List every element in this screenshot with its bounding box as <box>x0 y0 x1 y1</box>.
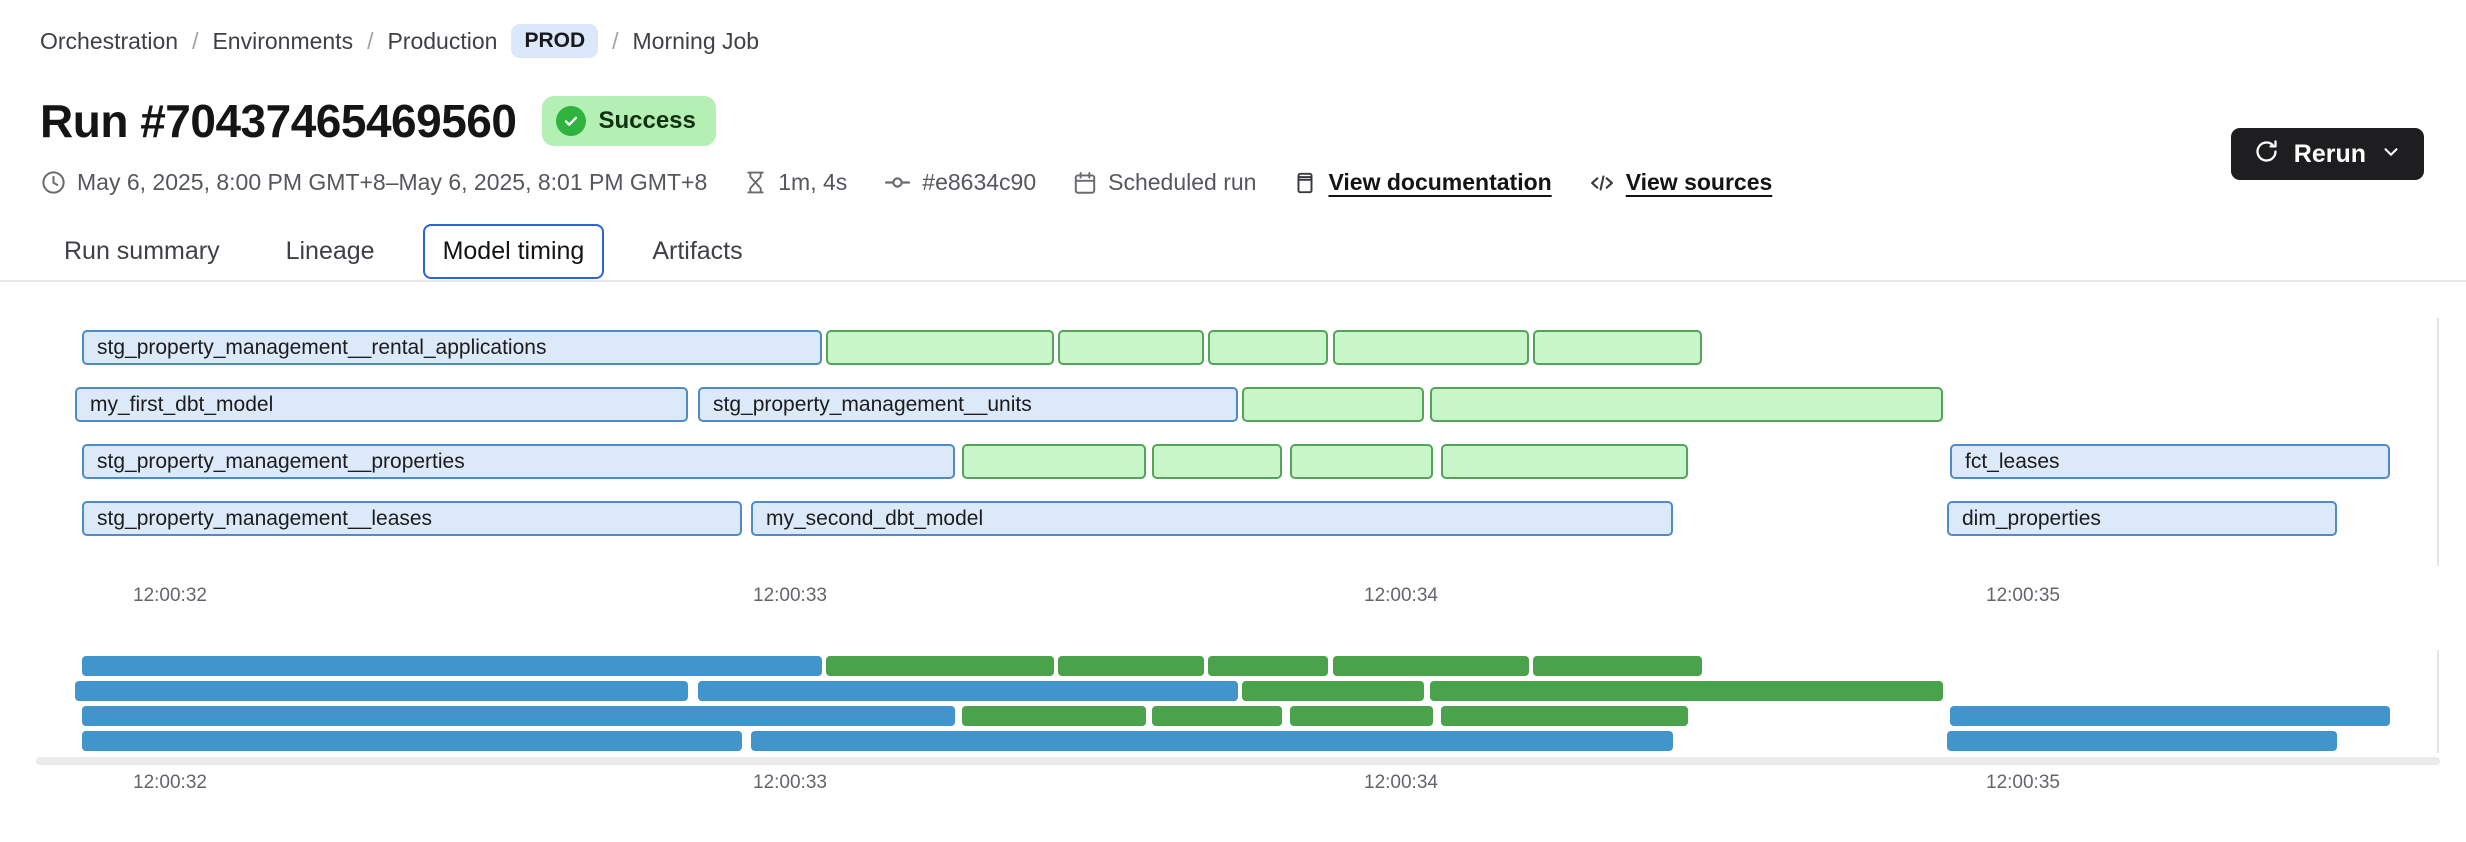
gantt-test-bar[interactable] <box>1208 656 1328 676</box>
commit-sha: #e8634c90 <box>883 168 1036 197</box>
gantt-test-bar[interactable] <box>1333 330 1529 365</box>
gantt-test-bar[interactable] <box>1430 681 1943 701</box>
view-sources-link[interactable]: View sources <box>1588 169 1772 197</box>
code-icon <box>1590 175 1613 190</box>
gantt-test-bar[interactable] <box>1152 444 1282 479</box>
gantt-model-bar-my_second_dbt_model[interactable] <box>751 731 1673 751</box>
gantt-model-bar-my_first_dbt_model[interactable]: my_first_dbt_model <box>75 387 688 422</box>
hourglass-icon <box>747 171 764 194</box>
time-axis-label: 12:00:35 <box>1986 772 2060 793</box>
prod-environment-badge: PROD <box>511 24 599 58</box>
gantt-test-bar[interactable] <box>1533 330 1702 365</box>
gantt-model-bar-stg_property_management__leases[interactable] <box>82 731 742 751</box>
breadcrumb-morning-job[interactable]: Morning Job <box>632 27 760 54</box>
gantt-model-bar-fct_leases[interactable]: fct_leases <box>1950 444 2390 479</box>
gantt-test-bar[interactable] <box>1242 387 1424 422</box>
tab-bar: Run summary Lineage Model timing Artifac… <box>0 222 2466 282</box>
page-title: Run #70437465469560 <box>40 95 517 147</box>
view-documentation-link[interactable]: View documentation <box>1292 169 1552 196</box>
breadcrumb-separator: / <box>192 27 199 54</box>
time-axis-label: 12:00:35 <box>1986 585 2060 606</box>
gantt-test-bar[interactable] <box>1290 706 1433 726</box>
success-check-icon <box>556 106 587 136</box>
chevron-down-icon[interactable] <box>2380 141 2402 168</box>
gantt-test-bar[interactable] <box>1333 656 1529 676</box>
gantt-model-bar-dim_properties[interactable]: dim_properties <box>1947 501 2337 536</box>
time-axis-label: 12:00:34 <box>1364 585 1438 606</box>
chart-right-edge-line <box>2437 318 2439 566</box>
gantt-bar-label: stg_property_management__properties <box>97 449 465 473</box>
title-row: Run #70437465469560 Success <box>40 94 716 148</box>
tab-model-timing[interactable]: Model timing <box>422 223 605 279</box>
gantt-test-bar[interactable] <box>1152 706 1282 726</box>
tab-artifacts[interactable]: Artifacts <box>652 236 743 265</box>
gantt-bar-label: my_first_dbt_model <box>90 392 274 416</box>
gantt-bar-label: my_second_dbt_model <box>766 506 984 530</box>
commit-icon <box>885 177 911 188</box>
time-axis-label: 12:00:33 <box>753 772 827 793</box>
gantt-model-bar-stg_property_management__leases[interactable]: stg_property_management__leases <box>82 501 742 536</box>
gantt-bar-label: stg_property_management__rental_applicat… <box>97 335 547 359</box>
gantt-test-bar[interactable] <box>1533 656 1702 676</box>
breadcrumb-orchestration[interactable]: Orchestration <box>40 27 179 54</box>
gantt-model-bar-stg_property_management__properties[interactable] <box>82 706 955 726</box>
rerun-button[interactable]: Rerun <box>2230 128 2424 180</box>
status-label: Success <box>598 107 696 134</box>
gantt-test-bar[interactable] <box>962 706 1146 726</box>
gantt-test-bar[interactable] <box>826 656 1054 676</box>
time-axis-label: 12:00:33 <box>753 585 827 606</box>
gantt-test-bar[interactable] <box>1290 444 1433 479</box>
gantt-model-bar-stg_property_management__units[interactable] <box>698 681 1238 701</box>
status-badge: Success <box>542 96 716 146</box>
documentation-icon <box>1297 172 1313 193</box>
gantt-test-bar[interactable] <box>1430 387 1943 422</box>
gantt-bar-label: fct_leases <box>1965 449 2060 473</box>
breadcrumb-separator: / <box>367 27 374 54</box>
breadcrumb-separator: / <box>612 27 619 54</box>
gantt-test-bar[interactable] <box>962 444 1146 479</box>
tab-run-summary[interactable]: Run summary <box>64 236 220 265</box>
time-axis-label: 12:00:32 <box>133 772 207 793</box>
gantt-model-bar-stg_property_management__units[interactable]: stg_property_management__units <box>698 387 1238 422</box>
gantt-bar-label: dim_properties <box>1962 506 2101 530</box>
time-axis-label: 12:00:32 <box>133 585 207 606</box>
gantt-model-bar-dim_properties[interactable] <box>1947 731 2337 751</box>
gantt-model-bar-my_second_dbt_model[interactable]: my_second_dbt_model <box>751 501 1673 536</box>
refresh-icon <box>2253 138 2280 170</box>
run-meta-row: May 6, 2025, 8:00 PM GMT+8–May 6, 2025, … <box>40 168 1772 197</box>
gantt-bar-label: stg_property_management__leases <box>97 506 433 530</box>
tab-lineage[interactable]: Lineage <box>285 236 375 265</box>
breadcrumb: Orchestration / Environments / Productio… <box>40 24 759 58</box>
gantt-model-bar-stg_property_management__properties[interactable]: stg_property_management__properties <box>82 444 955 479</box>
gantt-test-bar[interactable] <box>1058 656 1204 676</box>
timeline-scrollbar-track[interactable] <box>36 757 2440 765</box>
time-axis-label: 12:00:34 <box>1364 772 1438 793</box>
gantt-model-bar-my_first_dbt_model[interactable] <box>75 681 688 701</box>
rerun-label: Rerun <box>2293 139 2366 168</box>
run-trigger: Scheduled run <box>1072 169 1256 196</box>
gantt-test-bar[interactable] <box>1208 330 1328 365</box>
gantt-test-bar[interactable] <box>826 330 1054 365</box>
gantt-test-bar[interactable] <box>1441 444 1688 479</box>
run-time-range: May 6, 2025, 8:00 PM GMT+8–May 6, 2025, … <box>40 169 707 196</box>
gantt-model-bar-fct_leases[interactable] <box>1950 706 2390 726</box>
minimap-right-edge-line <box>2437 650 2439 753</box>
gantt-test-bar[interactable] <box>1441 706 1688 726</box>
gantt-test-bar[interactable] <box>1242 681 1424 701</box>
gantt-bar-label: stg_property_management__units <box>713 392 1032 416</box>
gantt-model-bar-stg_property_management__rental_applications[interactable]: stg_property_management__rental_applicat… <box>82 330 822 365</box>
breadcrumb-environments[interactable]: Environments <box>212 27 354 54</box>
gantt-model-bar-stg_property_management__rental_applications[interactable] <box>82 656 822 676</box>
breadcrumb-production[interactable]: Production <box>387 27 498 54</box>
clock-icon <box>42 171 65 194</box>
gantt-test-bar[interactable] <box>1058 330 1204 365</box>
run-duration: 1m, 4s <box>743 169 847 196</box>
calendar-icon <box>1074 171 1096 194</box>
